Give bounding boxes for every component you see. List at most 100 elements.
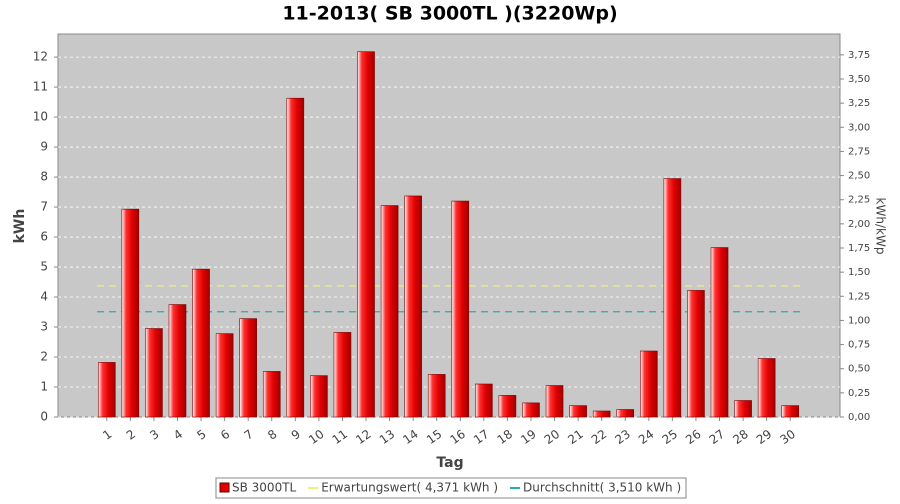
bar <box>640 350 658 418</box>
bar <box>451 200 470 418</box>
y2-tick-label: 2,50 <box>848 171 870 182</box>
bar <box>569 405 587 418</box>
bar <box>734 400 752 418</box>
bar <box>333 332 352 418</box>
bar <box>97 362 116 418</box>
y2-tick-label: 3,00 <box>848 122 870 133</box>
y2-tick-label: 1,25 <box>848 291 870 302</box>
y-tick-label: 7 <box>40 200 48 214</box>
legend-label: Durchschnitt( 3,510 kWh ) <box>523 481 681 495</box>
bar <box>427 374 446 418</box>
y2-tick-label: 1,75 <box>848 243 870 254</box>
x-tick-label: 7 <box>242 427 256 443</box>
x-tick-label: 18 <box>495 427 516 447</box>
bar <box>121 208 140 418</box>
bar <box>663 178 682 418</box>
x-tick-label: 10 <box>306 427 327 447</box>
x-tick-label: 21 <box>565 427 586 447</box>
y-tick-label: 9 <box>40 140 48 154</box>
x-tick-label: 30 <box>777 427 798 447</box>
y-tick-label: 1 <box>40 380 48 394</box>
bar <box>545 385 564 418</box>
x-tick-label: 9 <box>289 427 303 443</box>
x-tick-label: 1 <box>100 427 114 443</box>
bar <box>522 402 540 418</box>
x-tick-label: 29 <box>754 427 775 447</box>
y-tick-label: 6 <box>40 230 48 244</box>
x-tick-label: 8 <box>265 427 279 443</box>
bar <box>357 51 375 418</box>
x-tick-label: 2 <box>124 427 138 443</box>
bar <box>687 290 705 418</box>
y-tick-label: 12 <box>33 50 48 64</box>
y2-tick-label: 1,00 <box>848 315 870 326</box>
y2-tick-label: 0,00 <box>848 412 870 423</box>
bar <box>286 97 305 418</box>
x-tick-label: 20 <box>542 427 563 447</box>
legend <box>215 477 687 499</box>
x-tick-label: 11 <box>330 427 351 447</box>
x-tick-label: 28 <box>730 427 751 447</box>
bar <box>781 405 800 418</box>
bar <box>145 328 163 418</box>
x-tick-label: 12 <box>353 427 374 447</box>
bar <box>168 304 187 418</box>
x-tick-label: 27 <box>707 427 728 447</box>
y2-tick-label: 0,75 <box>848 340 870 351</box>
y2-tick-label: 0,50 <box>848 364 870 375</box>
y2-tick-label: 0,25 <box>848 388 870 399</box>
x-tick-label: 16 <box>447 427 468 447</box>
x-axis-label: Tag <box>436 455 463 471</box>
y2-tick-label: 3,25 <box>848 98 870 109</box>
x-tick-label: 17 <box>471 427 492 447</box>
x-tick-label: 15 <box>424 427 445 447</box>
legend-label: SB 3000TL <box>232 481 297 495</box>
bar <box>404 195 422 418</box>
bar <box>475 383 493 418</box>
bar <box>380 205 399 418</box>
x-tick-label: 22 <box>589 427 610 447</box>
y-tick-label: 4 <box>40 290 48 304</box>
y2-axis-label: kWh/kWp <box>874 198 888 255</box>
y-tick-label: 3 <box>40 320 48 334</box>
bar <box>498 395 517 418</box>
bar <box>710 247 729 418</box>
y-tick-label: 11 <box>33 80 48 94</box>
legend-swatch <box>219 482 230 493</box>
y2-tick-label: 2,00 <box>848 219 870 230</box>
bar <box>192 268 210 418</box>
y-axis-label: kWh <box>12 209 28 244</box>
y-tick-label: 2 <box>40 350 48 364</box>
x-tick-label: 4 <box>171 427 185 443</box>
x-tick-label: 26 <box>683 427 704 447</box>
y-tick-label: 5 <box>40 260 48 274</box>
legend-label: Erwartungswert( 4,371 kWh ) <box>321 481 498 495</box>
y-tick-label: 10 <box>33 110 48 124</box>
y2-tick-label: 2,25 <box>848 195 870 206</box>
bar <box>239 318 257 418</box>
x-tick-label: 24 <box>636 427 657 447</box>
y-tick-label: 8 <box>40 170 48 184</box>
bar <box>592 410 611 418</box>
x-tick-label: 14 <box>400 427 421 447</box>
bar <box>262 371 281 418</box>
y2-tick-label: 2,75 <box>848 146 870 157</box>
y-tick-label: 0 <box>40 410 48 424</box>
x-tick-label: 25 <box>660 427 681 447</box>
y2-tick-label: 3,50 <box>848 74 870 85</box>
x-tick-label: 3 <box>147 427 161 443</box>
bar <box>616 409 635 418</box>
x-tick-label: 5 <box>194 427 208 443</box>
bar <box>215 333 234 418</box>
y2-tick-label: 1,50 <box>848 267 870 278</box>
x-tick-label: 6 <box>218 427 232 443</box>
x-tick-label: 19 <box>518 427 539 447</box>
plot-area <box>57 33 841 418</box>
x-tick-label: 23 <box>612 427 633 447</box>
bar <box>310 375 328 418</box>
y2-tick-label: 3,75 <box>848 50 870 61</box>
chart-title: 11-2013( SB 3000TL )(3220Wp) <box>282 3 617 25</box>
x-tick-label: 13 <box>377 427 398 447</box>
bar <box>757 358 776 418</box>
